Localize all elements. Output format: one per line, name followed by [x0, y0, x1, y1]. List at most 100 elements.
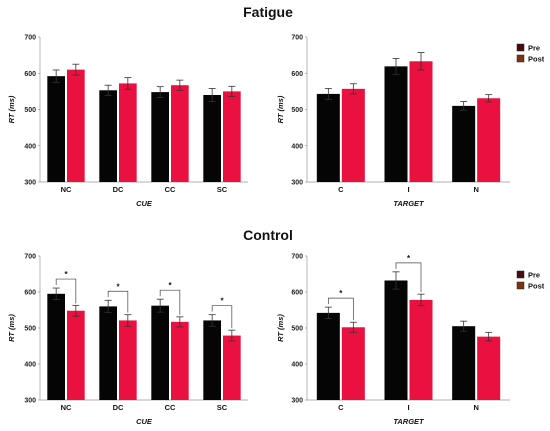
y-tick-label: 600 — [24, 290, 36, 297]
chart-panel-3: 300 400 500 600 700 RT (ms) CUE NC * DC * CC * SC * — [7, 254, 248, 426]
y-tick-label: 300 — [291, 398, 303, 405]
section-title-control: Control — [243, 227, 293, 243]
significance-bracket — [159, 289, 181, 315]
legend-label-post: Post — [528, 55, 545, 64]
legend: Pre Post — [516, 270, 545, 291]
bar-post-dc — [119, 83, 137, 182]
x-tick-label-cc: CC — [165, 185, 176, 194]
bar-post-i — [409, 61, 433, 182]
bar-pre-sc — [203, 95, 221, 182]
y-axis-label: RT (ms) — [276, 95, 285, 123]
y-tick-label: 500 — [291, 107, 303, 114]
x-tick-label-n: N — [473, 403, 478, 412]
y-tick-label: 500 — [24, 107, 36, 114]
significance-bracket — [211, 305, 233, 329]
bar-post-n — [477, 336, 501, 400]
x-tick-label-cc: CC — [165, 403, 176, 412]
y-tick-label: 700 — [291, 35, 303, 42]
x-tick-label-i: I — [407, 185, 409, 194]
y-tick-label: 500 — [291, 326, 303, 333]
bar-post-dc — [119, 320, 137, 400]
bar-pre-nc — [47, 76, 65, 182]
y-tick-label: 300 — [24, 180, 36, 187]
x-tick-label-i: I — [407, 403, 409, 412]
bar-pre-nc — [47, 293, 65, 400]
y-axis-label: RT (ms) — [276, 314, 285, 342]
x-tick-label-nc: NC — [61, 403, 72, 412]
y-tick-label: 700 — [24, 254, 36, 261]
x-axis-label: TARGET — [393, 199, 425, 208]
bar-post-nc — [67, 69, 85, 182]
y-tick-label: 400 — [291, 362, 303, 369]
bar-pre-c — [316, 312, 340, 400]
y-tick-label: 600 — [291, 290, 303, 297]
bar-pre-n — [452, 105, 476, 182]
bar-post-i — [409, 299, 433, 400]
y-tick-label: 300 — [291, 180, 303, 187]
legend-label-pre: Pre — [528, 271, 540, 280]
x-tick-label-n: N — [473, 185, 478, 194]
bar-pre-sc — [203, 320, 221, 400]
x-tick-label-c: C — [338, 185, 344, 194]
significance-bracket — [395, 262, 422, 293]
x-tick-label-dc: DC — [113, 403, 124, 412]
y-axis-label: RT (ms) — [7, 95, 16, 123]
bar-pre-dc — [99, 306, 117, 400]
y-tick-label: 400 — [291, 143, 303, 150]
y-tick-label: 500 — [24, 326, 36, 333]
x-tick-label-sc: SC — [217, 403, 228, 412]
bar-post-c — [341, 88, 365, 182]
x-tick-label-nc: NC — [61, 185, 72, 194]
significance-bracket — [327, 297, 354, 321]
y-tick-label: 700 — [24, 35, 36, 42]
y-tick-label: 400 — [24, 362, 36, 369]
bar-post-nc — [67, 310, 85, 400]
bar-pre-i — [384, 280, 408, 400]
bar-pre-i — [384, 66, 408, 182]
significance-marker: * — [339, 289, 343, 298]
bar-pre-dc — [99, 90, 117, 182]
x-tick-label-dc: DC — [113, 185, 124, 194]
y-tick-label: 600 — [291, 71, 303, 78]
significance-marker: * — [116, 282, 120, 291]
bar-pre-n — [452, 326, 476, 400]
y-tick-label: 600 — [24, 71, 36, 78]
chart-panel-2: 300 400 500 600 700 RT (ms) TARGET C I N Pre Post — [276, 35, 545, 209]
section-title-fatigue: Fatigue — [243, 4, 293, 20]
x-tick-label-c: C — [338, 403, 344, 412]
bar-pre-cc — [151, 305, 169, 400]
bar-post-cc — [171, 321, 189, 400]
legend-swatch-pre — [516, 43, 525, 52]
legend-swatch-pre — [516, 270, 525, 279]
y-tick-label: 700 — [291, 254, 303, 261]
bar-pre-c — [316, 93, 340, 182]
y-tick-label: 400 — [24, 143, 36, 150]
significance-bracket — [107, 290, 129, 313]
chart-panel-1: 300 400 500 600 700 RT (ms) CUE NC DC CC SC — [7, 35, 248, 208]
bar-post-sc — [223, 335, 241, 400]
bar-post-sc — [223, 91, 241, 182]
y-tick-label: 300 — [24, 398, 36, 405]
y-axis-label: RT (ms) — [7, 314, 16, 342]
x-axis-label: CUE — [136, 199, 153, 208]
chart-panel-4: 300 400 500 600 700 RT (ms) TARGET C * I * N Pre Post — [276, 254, 545, 427]
significance-marker: * — [168, 281, 172, 290]
significance-marker: * — [64, 270, 68, 279]
x-tick-label-sc: SC — [217, 185, 228, 194]
significance-bracket — [55, 278, 77, 304]
significance-marker: * — [407, 254, 411, 263]
legend: Pre Post — [516, 43, 545, 64]
legend-label-pre: Pre — [528, 44, 540, 53]
bar-post-cc — [171, 85, 189, 182]
x-axis-label: CUE — [136, 417, 153, 426]
bar-pre-cc — [151, 92, 169, 182]
x-axis-label: TARGET — [393, 417, 425, 426]
legend-label-post: Post — [528, 282, 545, 291]
significance-marker: * — [220, 297, 224, 306]
bar-post-n — [477, 98, 501, 182]
legend-swatch-post — [516, 281, 525, 290]
legend-swatch-post — [516, 54, 525, 63]
bar-post-c — [341, 327, 365, 400]
